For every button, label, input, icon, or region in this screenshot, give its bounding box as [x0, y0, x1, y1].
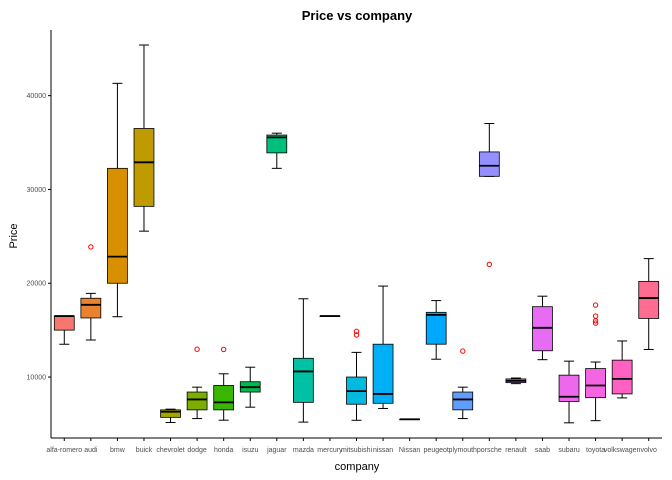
box-body	[213, 385, 235, 411]
outlier-point	[486, 261, 493, 268]
box-peugeot	[425, 300, 447, 360]
x-tick-label: peugeot	[424, 447, 449, 454]
outlier-point	[353, 332, 360, 338]
box-buick	[133, 44, 155, 232]
box-body	[452, 391, 474, 411]
x-tick-label: mercury	[317, 447, 343, 454]
box-body	[186, 391, 208, 411]
y-tick-label: 30000	[27, 187, 47, 194]
box-body	[293, 357, 314, 403]
box-mitsubishi	[346, 328, 367, 421]
x-tick-label: dodge	[187, 447, 207, 454]
y-axis-ticks: 10000 20000 30000 40000	[27, 93, 51, 382]
x-axis-label: company	[335, 461, 380, 473]
y-tick-label: 10000	[27, 375, 47, 382]
box-renault	[505, 377, 527, 385]
box-volvo	[638, 258, 660, 350]
outlier-point	[592, 320, 599, 326]
x-tick-label: honda	[214, 447, 234, 454]
box-nissan	[372, 285, 394, 409]
box-toyota	[585, 302, 606, 422]
box-volkswagen	[611, 340, 633, 399]
box-body	[425, 311, 447, 345]
box-alfa-romero	[53, 315, 75, 345]
outlier-point	[88, 244, 94, 250]
x-tick-label: nissan	[373, 447, 393, 454]
box-subaru	[558, 360, 580, 424]
x-tick-label: audi	[84, 447, 98, 454]
x-tick-label: jaguar	[266, 447, 287, 454]
x-tick-label: saab	[535, 447, 550, 454]
plot-area	[53, 44, 660, 424]
box-body	[558, 374, 580, 402]
box-dodge	[186, 346, 208, 420]
x-tick-label: porsche	[477, 447, 502, 454]
x-tick-label: subaru	[558, 447, 580, 454]
outlier-point	[220, 346, 227, 353]
x-tick-label: isuzu	[242, 447, 258, 454]
box-body	[638, 280, 660, 319]
x-axis-ticks: alfa-romero audi bmw buick chevrolet dodge hon…	[46, 438, 657, 454]
outlier-point	[194, 346, 200, 352]
x-tick-label: alfa-romero	[46, 447, 82, 454]
box-porsche	[478, 123, 500, 268]
box-body	[532, 306, 553, 352]
box-mazda	[293, 298, 314, 423]
box-bmw	[107, 82, 128, 318]
box-body	[107, 167, 128, 284]
box-honda	[213, 346, 235, 421]
box-isuzu	[239, 366, 261, 408]
box-body	[53, 315, 75, 331]
box-jaguar	[266, 132, 288, 169]
y-tick-label: 40000	[27, 93, 47, 100]
box-plymouth	[452, 348, 474, 420]
box-audi	[80, 244, 102, 341]
box-saab	[532, 295, 553, 361]
x-tick-label: mitsubishi	[341, 447, 373, 454]
x-tick-label: chevrolet	[156, 447, 184, 454]
box-body	[133, 128, 155, 207]
x-tick-label: bmw	[110, 447, 126, 454]
x-tick-label: plymouth	[449, 447, 478, 454]
x-tick-label: renault	[505, 447, 526, 454]
box-Nissan	[399, 418, 420, 421]
box-body	[478, 151, 500, 177]
box-body	[266, 134, 288, 154]
outlier-point	[460, 348, 466, 354]
y-axis-label: Price	[8, 223, 20, 248]
chart-title: Price vs company	[302, 8, 413, 23]
outlier-point	[592, 302, 599, 308]
box-body	[160, 409, 181, 418]
x-tick-label: volkswagen	[604, 447, 641, 454]
y-tick-label: 20000	[27, 281, 47, 288]
box-body	[611, 359, 633, 395]
outlier-point	[353, 328, 360, 335]
x-tick-label: mazda	[293, 447, 314, 454]
x-tick-label: volvo	[641, 447, 657, 454]
box-body	[80, 297, 102, 319]
x-tick-label: Nissan	[399, 447, 421, 454]
box-body	[585, 368, 606, 399]
box-mercury	[319, 315, 341, 317]
outlier-point	[592, 313, 599, 319]
box-body	[372, 343, 394, 404]
box-chevrolet	[160, 408, 181, 424]
x-tick-label: toyota	[586, 447, 605, 454]
x-tick-label: buick	[136, 447, 153, 454]
